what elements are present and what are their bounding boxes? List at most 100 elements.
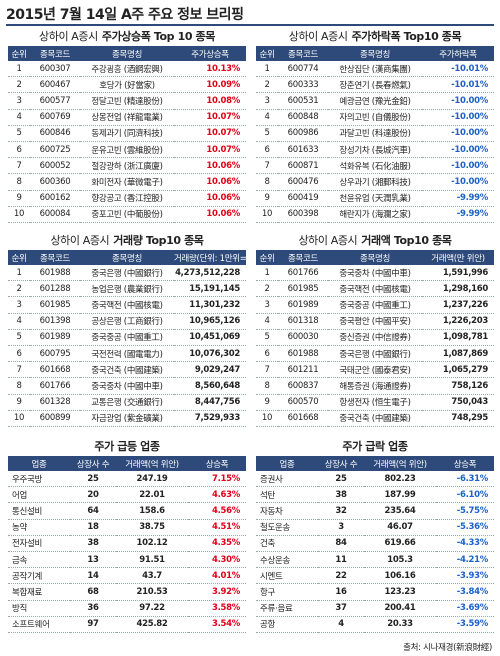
table-row: 우주국방 25 247.19 7.15% [8, 471, 246, 488]
table-cell: 운유고빈 (雲維股份) [80, 141, 174, 159]
section-title-lead: 상하이 A증시 [288, 30, 348, 43]
table-row: 9 600570 항생전자 (恒生電子) 750,043 [256, 394, 494, 411]
table-row: 10 601668 중국건축 (中國建築) 748,295 [256, 410, 494, 427]
table-cell: 10.07% [174, 125, 246, 142]
table-cell: 5 [256, 125, 278, 142]
table-cell: -4.21% [436, 551, 494, 569]
section-title: 상하이 A증시 거래액 Top10 종목 [256, 232, 494, 250]
table-row: 8 600837 해통증권 (海通證券) 758,126 [256, 377, 494, 395]
table-cell: 20 [70, 486, 116, 504]
table-row: 8 601766 중국중차 (中國中車) 8,560,648 [8, 377, 246, 395]
table-section: 주가 급등 업종 업종 상장사 수 거래액(억 위안) 상승폭 우주국방 25 247.19 7… [8, 438, 246, 633]
table-cell: 10,076,302 [174, 345, 246, 363]
table-cell: 중신증권 (中信證券) [328, 329, 422, 346]
table-cell: 601633 [278, 141, 328, 159]
table-cell: 748,295 [422, 410, 494, 427]
table-cell: 중국핵전 (中國核電) [80, 296, 174, 314]
column-header: 상장사 수 [318, 456, 364, 471]
table-cell: 과달고빈 (科達股份) [328, 125, 422, 142]
table-cell: 공상은행 (工商銀行) [80, 313, 174, 330]
table-cell: 1 [256, 265, 278, 282]
table-row: 석탄 38 187.99 -6.10% [256, 486, 494, 504]
table-cell: 600725 [30, 141, 80, 159]
table-cell: 600052 [30, 157, 80, 175]
table-cell: 중국중공 (中國重工) [80, 329, 174, 346]
table-cell: 5 [8, 125, 30, 142]
table-cell: 600398 [278, 206, 328, 223]
table-cell: 호당가 (好當家) [80, 76, 174, 94]
table-cell: -10.00% [422, 173, 494, 191]
table-row: 1 600774 한상집단 (漢商集團) -10.01% [256, 61, 494, 78]
table-row: 수상운송 11 105.3 -4.21% [256, 551, 494, 569]
table-cell: 5 [8, 329, 30, 346]
table-cell: 공항 [256, 616, 318, 633]
table-row: 건축 84 619.66 -4.33% [256, 535, 494, 552]
column-header: 거래액(억 위안) [116, 456, 188, 471]
section-title: 주가 급락 업종 [256, 438, 494, 456]
table-cell: 37 [318, 600, 364, 617]
table-cell: 18 [70, 519, 116, 536]
table-cell: 8 [256, 173, 278, 191]
section-title: 상하이 A증시 주가상승폭 Top 10 종목 [8, 28, 246, 46]
table-cell: 금속 [8, 551, 70, 569]
column-header: 거래액(만 위안) [422, 250, 494, 265]
table-cell: -10.00% [422, 92, 494, 110]
table-cell: 7,529,933 [174, 410, 246, 427]
table-cell: 600307 [30, 61, 80, 78]
table-cell: 64 [70, 502, 116, 520]
table-row: 6 600795 국전전력 (國電電力) 10,076,302 [8, 345, 246, 363]
table-cell: 석탄 [256, 486, 318, 504]
table-row: 자동차 32 235.64 -5.75% [256, 502, 494, 520]
table-row: 6 601988 중국은행 (中國銀行) 1,087,869 [256, 345, 494, 363]
table-row: 4 600848 자의고빈 (自儀股份) -10.00% [256, 109, 494, 126]
table-cell: 158.6 [116, 502, 188, 520]
table-cell: 통신설비 [8, 502, 70, 520]
table-cell: 항구 [256, 583, 318, 601]
table-cell: 619.66 [364, 535, 436, 552]
table-cell: 정달고빈 (精達股份) [80, 92, 174, 110]
table-row: 3 600577 정달고빈 (精達股份) 10.08% [8, 92, 246, 110]
table-cell: 1,098,781 [422, 329, 494, 346]
column-header: 종목코드 [30, 250, 80, 265]
table-cell: 36 [70, 600, 116, 617]
table-cell: 시멘트 [256, 567, 318, 585]
table-row: 어업 20 22.01 4.63% [8, 486, 246, 504]
table-cell: 7 [8, 157, 30, 175]
table-cell: 68 [70, 583, 116, 601]
table-row: 3 600531 예광금연 (豫光金鉛) -10.00% [256, 92, 494, 110]
table-section: 주가 급락 업종 업종 상장사 수 거래액(억 위안) 상승폭 증권사 25 802.23 -6… [256, 438, 494, 633]
header-row: 업종 상장사 수 거래액(억 위안) 상승폭 [8, 456, 246, 471]
table-cell: 10.09% [174, 76, 246, 94]
table-row: 2 601985 중국핵전 (中國核電) 1,298,160 [256, 280, 494, 298]
table-cell: 9 [8, 394, 30, 411]
table-cell: 601766 [30, 377, 80, 395]
table-cell: 4.01% [188, 567, 246, 585]
table-cell: 중국은행 (中國銀行) [80, 265, 174, 282]
table-cell: 600774 [278, 61, 328, 78]
table-cell: 601989 [278, 296, 328, 314]
table-cell: 601988 [278, 345, 328, 363]
table-cell: 공작기계 [8, 567, 70, 585]
table-cell: 11 [318, 551, 364, 569]
table-cell: -3.59% [436, 616, 494, 633]
table-row: 4 600769 상몽전업 (祥龍電業) 10.07% [8, 109, 246, 126]
table-cell: 1 [8, 61, 30, 78]
table-row: 3 601989 중국중공 (中國重工) 1,237,226 [256, 296, 494, 314]
table-cell: 3 [256, 92, 278, 110]
table-cell: 농업은행 (農業銀行) [80, 280, 174, 298]
table-cell: -10.01% [422, 76, 494, 94]
table-cell: -3.69% [436, 600, 494, 617]
table-cell: 소프트웨어 [8, 616, 70, 633]
table-cell: 600837 [278, 377, 328, 395]
header-row: 업종 상장사 수 거래액(억 위안) 상승폭 [256, 456, 494, 471]
table-cell: 10,451,069 [174, 329, 246, 346]
table-cell: 화미전자 (華微電子) [80, 173, 174, 191]
table-cell: 10 [8, 410, 30, 427]
section-title-lead: 상하이 A증시 [50, 234, 110, 247]
table-cell: 4.51% [188, 519, 246, 536]
column-header: 거래액(억 위안) [364, 456, 436, 471]
table-cell: 8,447,756 [174, 394, 246, 411]
column-header: 종목코드 [30, 46, 80, 61]
column-header: 상승폭 [188, 456, 246, 471]
